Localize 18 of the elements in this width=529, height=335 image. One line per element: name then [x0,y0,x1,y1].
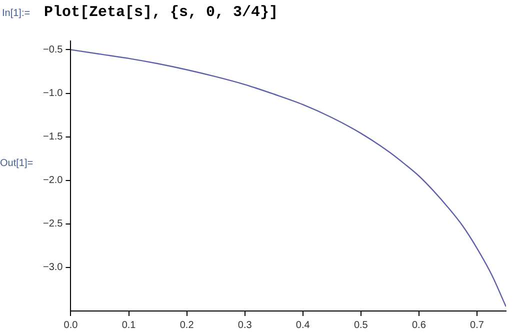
x-tick-label: 0.7 [470,320,484,331]
x-tick-label: 0.3 [238,320,252,331]
y-tick-label: −1.0 [42,88,64,100]
x-tick-label: 0.1 [122,320,136,331]
y-tick-label: −1.5 [42,132,64,143]
y-tick-label: −2.5 [42,218,64,230]
x-tick-label: 0.4 [296,320,310,331]
line-series [70,49,506,308]
x-tick-label: 0.2 [180,320,194,331]
x-tick-label: 0.5 [354,320,368,331]
x-tick-label: 0.0 [64,320,78,331]
text: Plot[Zeta[s], {s, 0, 3/4}] [44,4,278,21]
y-tick-label: −0.5 [42,44,64,56]
text: Out[1]= [0,158,34,169]
x-tick-label: 0.6 [412,320,426,331]
y-tick-label: −3.0 [42,262,64,274]
text: In[1]:= [2,8,30,19]
y-tick-label: −2.0 [42,175,64,186]
